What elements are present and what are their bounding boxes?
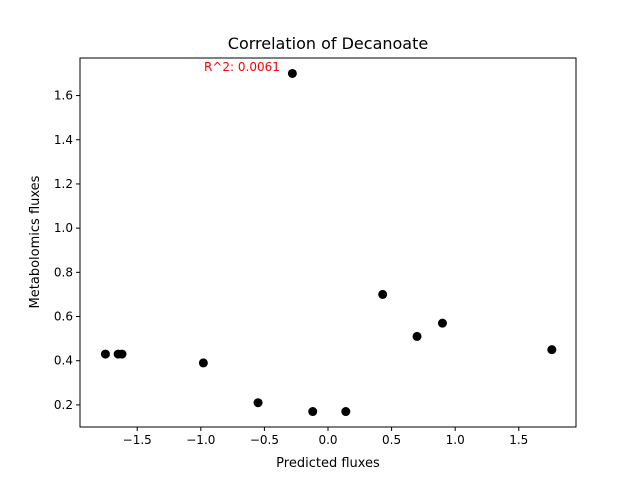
y-tick-label: 1.6	[54, 89, 73, 103]
y-tick-label: 0.2	[54, 398, 73, 412]
x-tick-label: −1.0	[186, 433, 215, 447]
data-point	[341, 407, 351, 417]
data-point	[198, 358, 208, 368]
data-point	[117, 349, 127, 359]
y-tick-label: 0.4	[54, 354, 73, 368]
x-tick-label: 0.5	[382, 433, 401, 447]
x-tick-label: 0.0	[318, 433, 337, 447]
x-tick-label: −1.5	[123, 433, 152, 447]
data-point	[253, 398, 263, 408]
x-tick-label: 1.5	[509, 433, 528, 447]
y-tick-label: 1.4	[54, 133, 73, 147]
r-squared-annotation: R^2: 0.0061	[204, 60, 280, 74]
data-points	[100, 68, 557, 417]
x-tick-label: 1.0	[446, 433, 465, 447]
y-axis-ticks: 0.2 0.4 0.6 0.8 1.0 1.2 1.4 1.6	[54, 89, 80, 412]
x-axis-label: Predicted fluxes	[276, 456, 380, 471]
data-point	[437, 318, 447, 328]
y-tick-label: 0.8	[54, 265, 73, 279]
data-point	[308, 407, 318, 417]
data-point	[547, 345, 557, 355]
y-tick-label: 1.2	[54, 177, 73, 191]
y-tick-label: 1.0	[54, 221, 73, 235]
data-point	[100, 349, 110, 359]
data-point	[378, 289, 388, 299]
data-point	[412, 331, 422, 341]
data-point	[287, 68, 297, 78]
y-tick-label: 0.6	[54, 310, 73, 324]
x-axis-ticks: −1.5 −1.0 −0.5 0.0 0.5 1.0 1.5	[123, 427, 528, 447]
chart-title: Correlation of Decanoate	[228, 34, 428, 53]
plot-area: −1.5 −1.0 −0.5 0.0 0.5 1.0 1.5 0.2 0.4 0.6 0.8 1.0…	[54, 57, 577, 447]
x-tick-label: −0.5	[250, 433, 279, 447]
y-axis-label: Metabolomics fluxes	[28, 175, 43, 308]
